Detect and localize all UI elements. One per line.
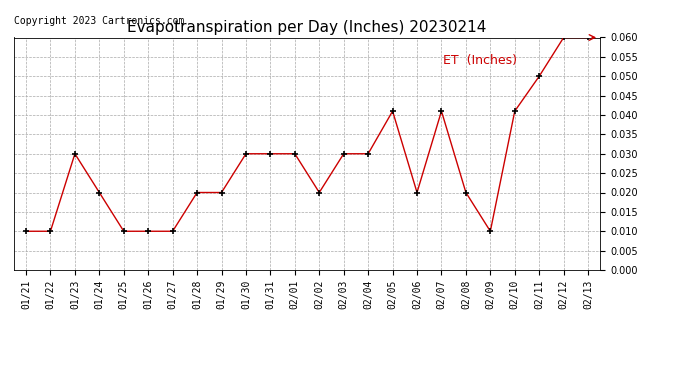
- Text: ET  (Inches): ET (Inches): [443, 54, 517, 67]
- Title: Evapotranspiration per Day (Inches) 20230214: Evapotranspiration per Day (Inches) 2023…: [128, 20, 486, 35]
- Text: Copyright 2023 Cartronics.com: Copyright 2023 Cartronics.com: [14, 16, 184, 26]
